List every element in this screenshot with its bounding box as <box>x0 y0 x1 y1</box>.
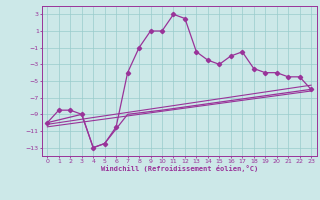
X-axis label: Windchill (Refroidissement éolien,°C): Windchill (Refroidissement éolien,°C) <box>100 165 258 172</box>
